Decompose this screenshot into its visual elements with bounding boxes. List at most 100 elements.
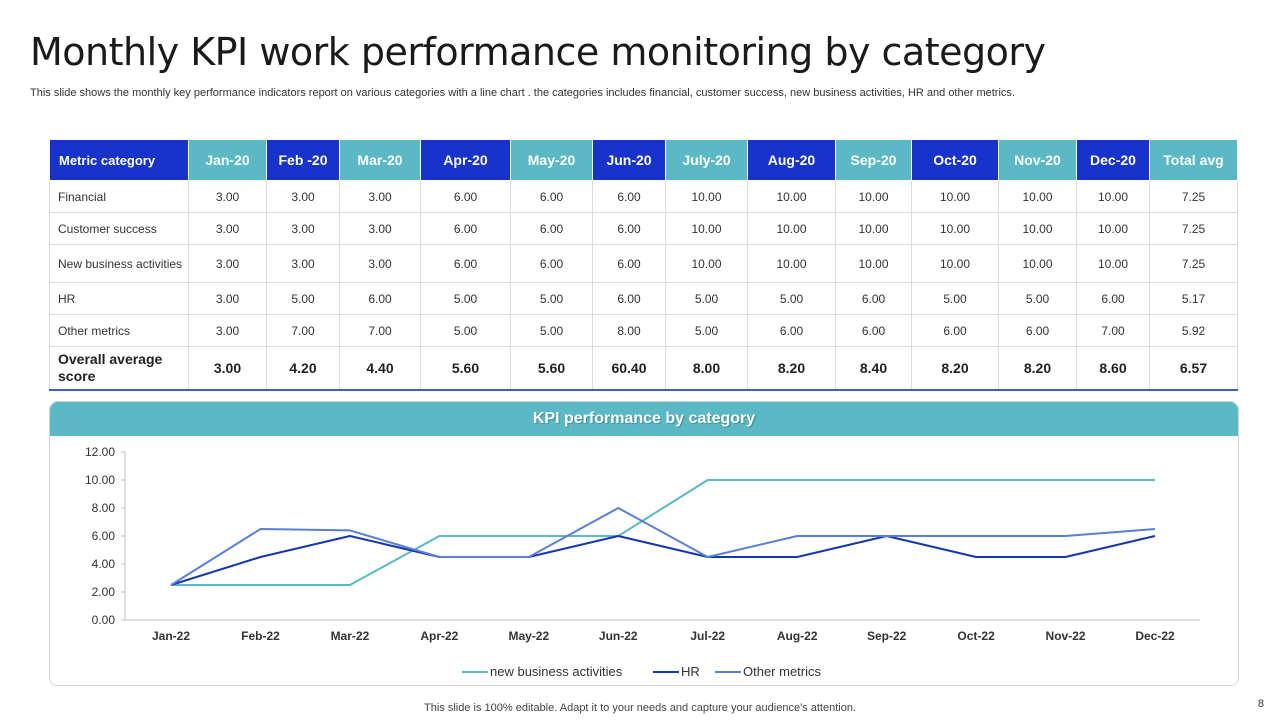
overall-cell: 5.60	[510, 346, 593, 391]
table-cell: 6.00	[510, 212, 593, 245]
table-cell: 3.00	[188, 244, 267, 283]
overall-cell: 4.20	[266, 346, 340, 391]
table-cell: 7.00	[339, 314, 421, 347]
header-col: Mar-20	[339, 139, 421, 181]
overall-cell: 60.40	[592, 346, 666, 391]
table-cell: 10.00	[1076, 244, 1150, 283]
page-number: 8	[1257, 698, 1264, 710]
table-cell: 10.00	[998, 180, 1077, 213]
header-col: July-20	[665, 139, 748, 181]
table-cell: 3.00	[188, 180, 267, 213]
header-col: Aug-20	[747, 139, 836, 181]
x-tick-label: Jun-22	[599, 629, 638, 643]
table-cell: 3.00	[266, 212, 340, 245]
row-label: New business activities	[49, 244, 189, 283]
header-col: Nov-20	[998, 139, 1077, 181]
table-cell: 10.00	[911, 244, 999, 283]
table-cell: 3.00	[339, 180, 421, 213]
x-tick-label: Jan-22	[152, 629, 190, 643]
table-row: Other metrics 3.00 7.00 7.00 5.00 5.00 8.00 5.0…	[49, 314, 1238, 347]
series-line-1	[170, 535, 1156, 586]
table-cell: 6.00	[998, 314, 1077, 347]
y-tick-label: 10.00	[85, 473, 115, 487]
overall-cell: 8.60	[1076, 346, 1150, 391]
table-cell: 5.00	[510, 282, 593, 315]
chart-title: KPI performance by category	[50, 402, 1238, 436]
header-col: Sep-20	[835, 139, 912, 181]
table-cell: 3.00	[188, 282, 267, 315]
table-cell: 5.00	[665, 314, 748, 347]
header-col: Oct-20	[911, 139, 999, 181]
legend-label-1: HR	[681, 664, 700, 679]
table-cell: 5.00	[510, 314, 593, 347]
table-cell: 6.00	[592, 282, 666, 315]
overall-label: Overall average score	[49, 346, 189, 391]
table-cell: 5.00	[998, 282, 1077, 315]
header-col: Total avg	[1149, 139, 1238, 181]
page-subtitle: This slide shows the monthly key perform…	[30, 87, 1015, 99]
header-col: Dec-20	[1076, 139, 1150, 181]
table-cell: 10.00	[835, 180, 912, 213]
table-cell: 7.00	[266, 314, 340, 347]
table-cell: 5.00	[911, 282, 999, 315]
table-cell: 5.00	[266, 282, 340, 315]
chart-panel: 0.00 2.00 4.00 6.00 8.00 10.00 12.00 Jan-22 Feb-…	[49, 401, 1239, 686]
table-cell: 5.00	[420, 314, 511, 347]
table-cell: 6.00	[339, 282, 421, 315]
row-label: Other metrics	[49, 314, 189, 347]
table-cell: 10.00	[665, 212, 748, 245]
overall-cell: 6.57	[1149, 346, 1238, 391]
table-row: Financial 3.00 3.00 3.00 6.00 6.00 6.00 10.00 10…	[49, 180, 1238, 213]
table-cell: 7.00	[1076, 314, 1150, 347]
x-tick-label: Mar-22	[331, 629, 370, 643]
legend-label-2: Other metrics	[743, 664, 822, 679]
page-title: Monthly KPI work performance monitoring …	[30, 30, 1046, 74]
table-cell: 10.00	[998, 212, 1077, 245]
table-header-row: Metric category Jan-20 Feb -20 Mar-20 Apr-20…	[49, 139, 1238, 181]
table-cell: 6.00	[420, 244, 511, 283]
table-cell: 8.00	[592, 314, 666, 347]
table-cell: 3.00	[266, 180, 340, 213]
table-cell: 6.00	[835, 282, 912, 315]
table-cell: 10.00	[911, 212, 999, 245]
table-cell: 6.00	[835, 314, 912, 347]
header-col: Jan-20	[188, 139, 267, 181]
y-tick-label: 6.00	[92, 529, 116, 543]
table-cell: 7.25	[1149, 180, 1238, 213]
table-cell: 10.00	[1076, 212, 1150, 245]
row-label: Financial	[49, 180, 189, 213]
x-tick-label: Sep-22	[867, 629, 907, 643]
header-col: Jun-20	[592, 139, 666, 181]
overall-cell: 8.20	[911, 346, 999, 391]
table-cell: 6.00	[510, 180, 593, 213]
y-tick-label: 2.00	[92, 585, 116, 599]
table-cell: 10.00	[1076, 180, 1150, 213]
x-tick-label: Dec-22	[1135, 629, 1175, 643]
table-cell: 5.17	[1149, 282, 1238, 315]
table-cell: 6.00	[420, 180, 511, 213]
series-line-2	[170, 507, 1156, 586]
legend-label-0: new business activities	[490, 664, 623, 679]
kpi-table: Metric category Jan-20 Feb -20 Mar-20 Apr-20…	[49, 139, 1238, 391]
overall-cell: 5.60	[420, 346, 511, 391]
table-cell: 10.00	[911, 180, 999, 213]
table-cell: 5.92	[1149, 314, 1238, 347]
header-metric-category: Metric category	[49, 139, 189, 181]
row-label: HR	[49, 282, 189, 315]
table-cell: 10.00	[747, 244, 836, 283]
overall-cell: 8.40	[835, 346, 912, 391]
overall-cell: 8.20	[747, 346, 836, 391]
table-cell: 6.00	[592, 212, 666, 245]
table-cell: 6.00	[911, 314, 999, 347]
table-cell: 3.00	[188, 212, 267, 245]
table-cell: 10.00	[747, 212, 836, 245]
table-cell: 10.00	[998, 244, 1077, 283]
table-cell: 6.00	[747, 314, 836, 347]
x-tick-label: Nov-22	[1046, 629, 1086, 643]
x-tick-label: Oct-22	[957, 629, 995, 643]
table-cell: 3.00	[339, 212, 421, 245]
table-row: New business activities 3.00 3.00 3.00 6.00 6…	[49, 244, 1238, 283]
header-col: Feb -20	[266, 139, 340, 181]
header-col: May-20	[510, 139, 593, 181]
table-cell: 10.00	[747, 180, 836, 213]
